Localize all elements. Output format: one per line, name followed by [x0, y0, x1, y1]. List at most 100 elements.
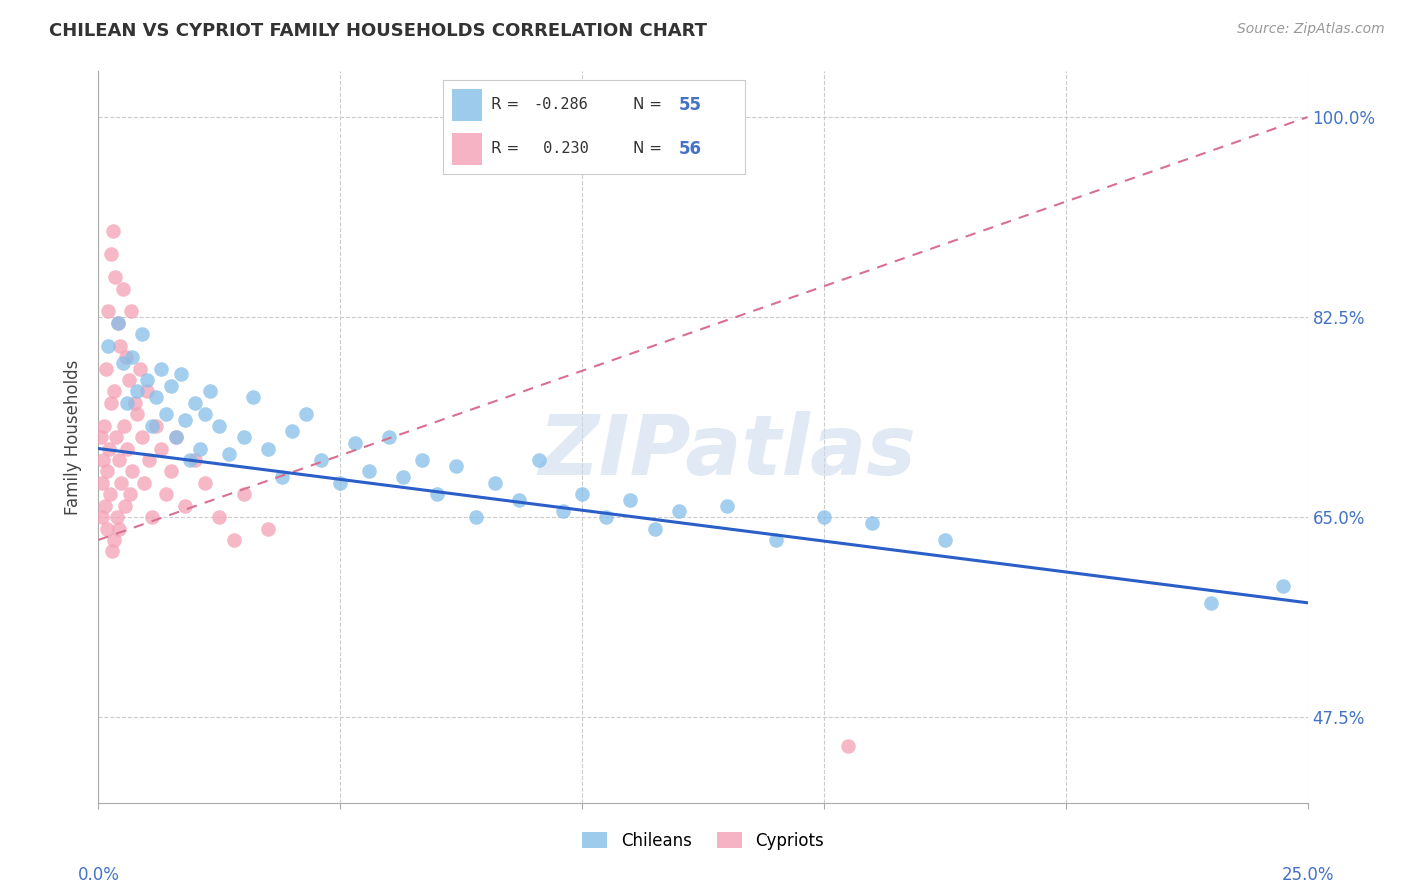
Point	[179, 453, 201, 467]
Point	[138, 453, 160, 467]
Point	[112, 418, 135, 433]
Point	[160, 464, 183, 478]
Point	[174, 413, 197, 427]
Point	[90, 430, 112, 444]
Bar	[451, 133, 482, 164]
Point	[135, 384, 157, 399]
Point	[716, 499, 738, 513]
Text: N =: N =	[633, 141, 662, 156]
Point	[281, 425, 304, 439]
Point	[218, 447, 240, 461]
Point	[242, 390, 264, 404]
Point	[97, 304, 120, 318]
Point	[309, 453, 332, 467]
Text: -0.286: -0.286	[534, 97, 588, 112]
Point	[105, 430, 128, 444]
Bar	[451, 88, 482, 120]
Point	[377, 430, 399, 444]
Point	[256, 521, 278, 535]
Point	[484, 475, 506, 490]
Point	[1199, 596, 1222, 610]
Y-axis label: Family Households: Family Households	[65, 359, 83, 515]
Point	[145, 418, 167, 433]
Point	[160, 378, 183, 392]
Point	[1272, 579, 1295, 593]
Point	[100, 247, 122, 261]
Text: 55: 55	[679, 95, 702, 113]
Point	[141, 510, 163, 524]
Point	[118, 373, 141, 387]
Text: ZIPatlas: ZIPatlas	[538, 411, 917, 492]
Point	[271, 470, 294, 484]
Point	[105, 510, 128, 524]
Point	[184, 453, 207, 467]
Point	[104, 270, 127, 285]
Point	[813, 510, 835, 524]
Point	[107, 316, 129, 330]
Point	[222, 533, 245, 547]
Point	[256, 442, 278, 456]
Point	[198, 384, 221, 399]
Point	[131, 327, 153, 342]
Point	[100, 396, 122, 410]
Point	[155, 487, 177, 501]
Point	[98, 487, 121, 501]
Point	[135, 373, 157, 387]
Point	[103, 384, 125, 399]
Point	[93, 499, 115, 513]
Point	[110, 475, 132, 490]
Point	[91, 453, 114, 467]
Point	[571, 487, 593, 501]
Point	[111, 281, 134, 295]
Point	[194, 475, 217, 490]
Point	[97, 338, 120, 352]
Text: Source: ZipAtlas.com: Source: ZipAtlas.com	[1237, 22, 1385, 37]
Point	[101, 224, 124, 238]
Point	[141, 418, 163, 433]
Point	[165, 430, 187, 444]
Point	[208, 510, 231, 524]
Point	[329, 475, 352, 490]
Point	[194, 407, 217, 421]
Point	[150, 442, 173, 456]
Point	[134, 475, 156, 490]
Point	[184, 396, 207, 410]
Point	[103, 533, 125, 547]
Point	[115, 350, 138, 364]
Point	[108, 521, 131, 535]
Point	[150, 361, 173, 376]
Point	[392, 470, 415, 484]
Point	[96, 521, 118, 535]
Point	[124, 396, 146, 410]
Point	[108, 338, 131, 352]
Point	[117, 396, 139, 410]
Point	[101, 544, 124, 558]
Point	[508, 492, 530, 507]
Point	[837, 739, 859, 753]
Point	[94, 361, 117, 376]
Point	[98, 442, 121, 456]
Point	[114, 499, 136, 513]
Point	[644, 521, 666, 535]
Text: 0.230: 0.230	[534, 141, 588, 156]
Point	[128, 361, 150, 376]
Point	[527, 453, 550, 467]
Point	[188, 442, 211, 456]
Point	[127, 407, 149, 421]
Point	[107, 453, 129, 467]
Point	[765, 533, 787, 547]
Point	[118, 487, 141, 501]
Point	[127, 384, 149, 399]
Point	[860, 516, 883, 530]
Point	[169, 368, 191, 382]
Point	[411, 453, 433, 467]
Point	[165, 430, 187, 444]
Point	[145, 390, 167, 404]
Point	[232, 430, 254, 444]
Point	[343, 435, 366, 450]
Point	[174, 499, 197, 513]
Point	[107, 316, 129, 330]
Point	[91, 510, 114, 524]
Point	[90, 475, 112, 490]
Point	[934, 533, 956, 547]
